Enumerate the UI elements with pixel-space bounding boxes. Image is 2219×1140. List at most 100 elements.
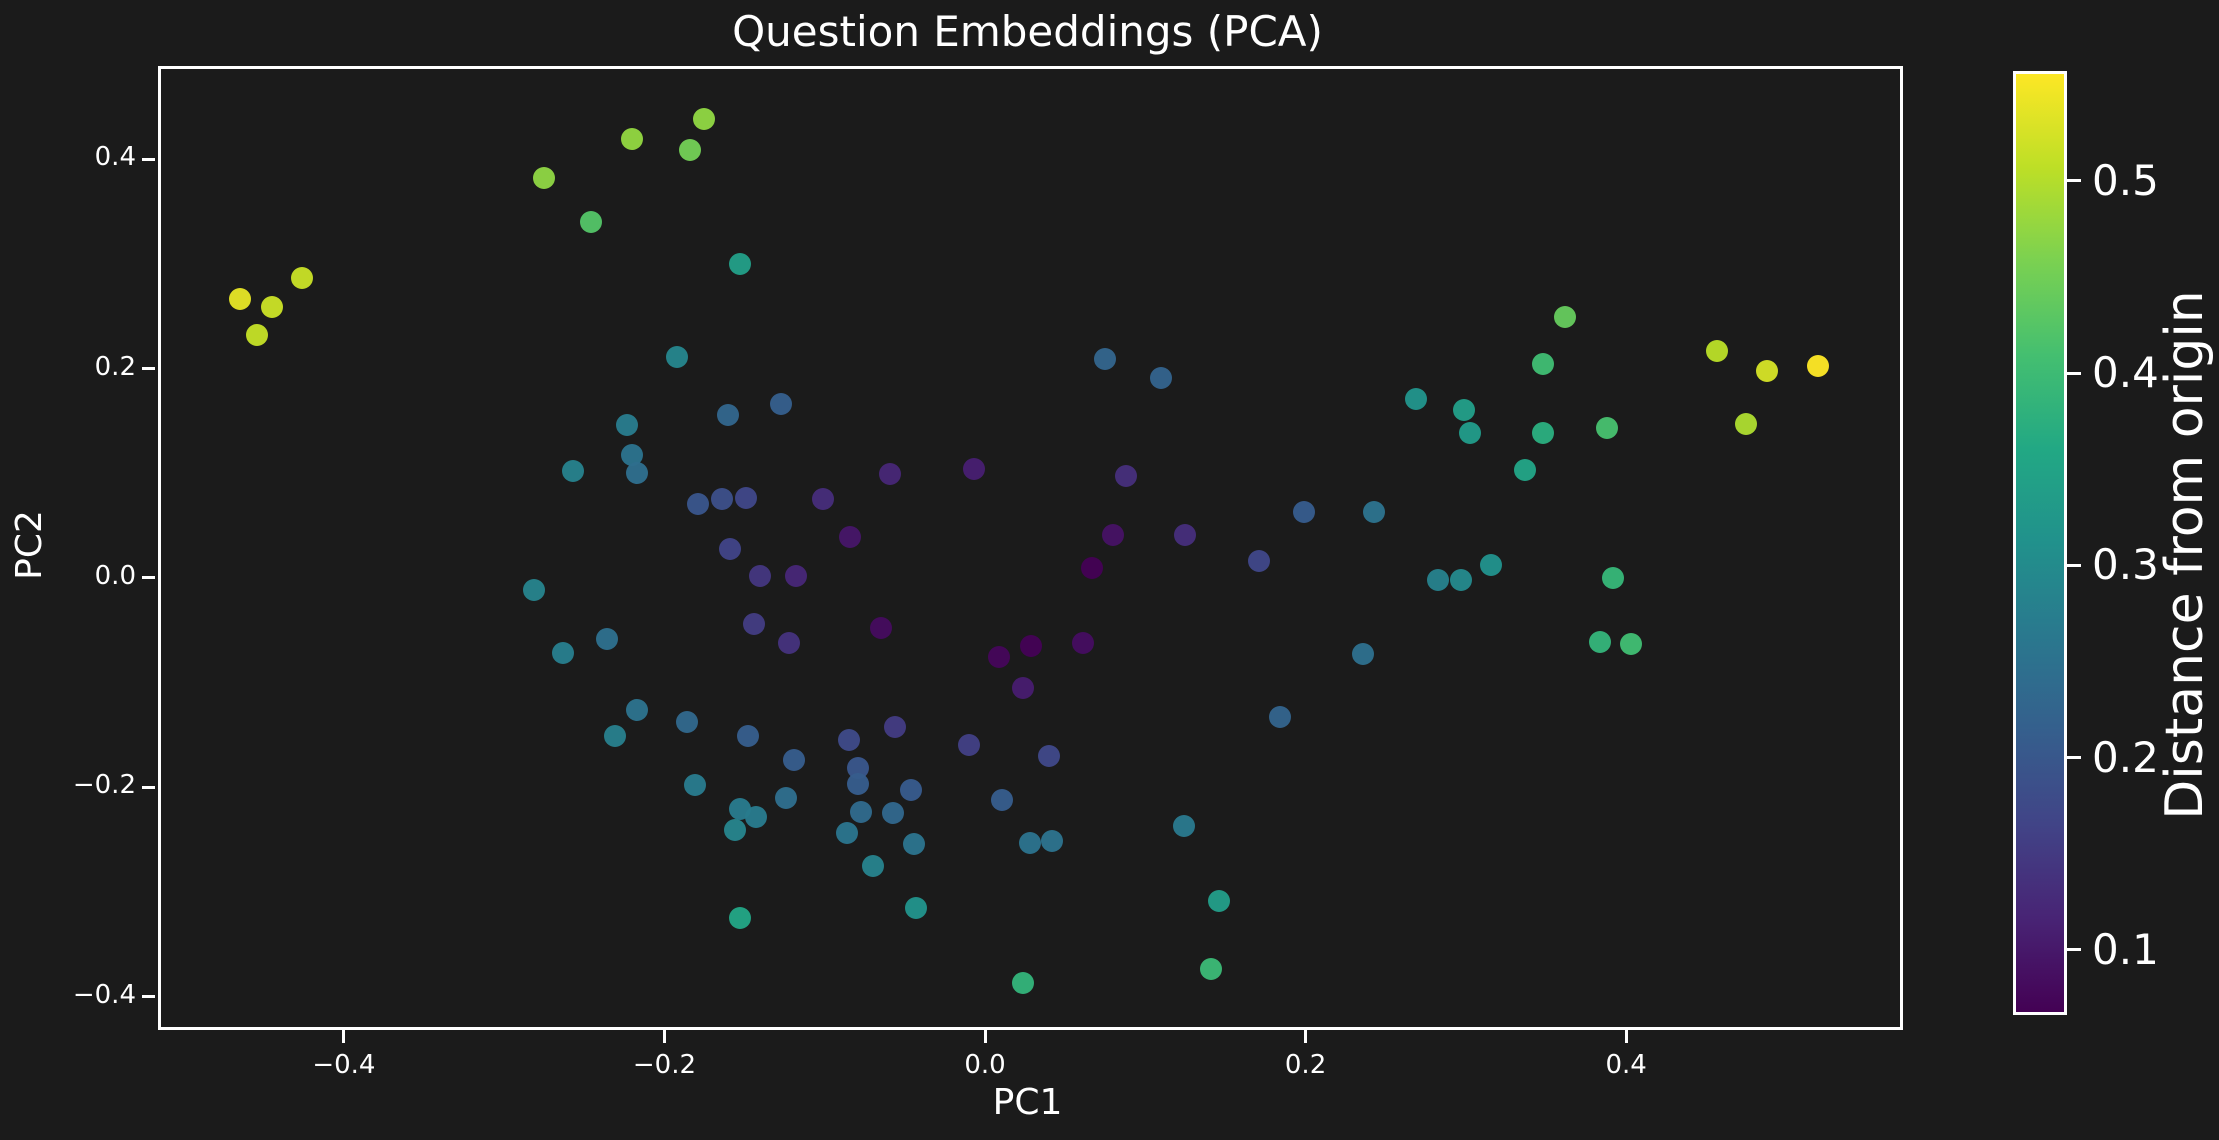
scatter-point xyxy=(1735,412,1758,435)
tick-mark xyxy=(1624,1030,1628,1043)
scatter-point xyxy=(1041,829,1064,852)
scatter-point xyxy=(1071,631,1094,654)
scatter-point xyxy=(839,526,862,548)
scatter-point xyxy=(1427,568,1450,591)
scatter-point xyxy=(778,631,801,654)
scatter-point xyxy=(1531,353,1554,376)
scatter-point xyxy=(260,295,283,318)
scatter-point xyxy=(1150,366,1173,389)
scatter-point xyxy=(246,323,269,346)
scatter-point xyxy=(693,108,716,131)
x-tick-label: −0.2 xyxy=(632,1050,697,1080)
tick-mark xyxy=(2067,948,2081,952)
scatter-point xyxy=(735,487,757,510)
tick-mark xyxy=(983,1030,987,1043)
scatter-point xyxy=(1589,630,1612,653)
scatter-point xyxy=(1292,500,1315,523)
scatter-point xyxy=(1081,557,1104,580)
tick-mark xyxy=(2067,179,2081,183)
colorbar xyxy=(2013,71,2067,1015)
scatter-point xyxy=(1480,554,1503,577)
scatter-point xyxy=(728,907,751,930)
x-tick-label: 0.2 xyxy=(1284,1050,1327,1080)
scatter-point xyxy=(621,128,644,151)
scatter-point xyxy=(811,488,834,511)
scatter-point xyxy=(595,627,618,650)
tick-mark xyxy=(1304,1030,1308,1043)
scatter-point xyxy=(957,734,980,757)
scatter-point xyxy=(1459,422,1482,445)
scatter-point xyxy=(723,819,746,842)
plot-area xyxy=(158,66,1903,1030)
scatter-point xyxy=(1102,523,1125,546)
scatter-point xyxy=(579,210,602,233)
scatter-point xyxy=(850,801,873,824)
scatter-point xyxy=(1018,831,1041,854)
colorbar-tick-label: 0.4 xyxy=(2092,348,2159,398)
scatter-point xyxy=(1207,890,1230,913)
scatter-point xyxy=(717,403,740,426)
scatter-point xyxy=(1020,634,1043,657)
scatter-point xyxy=(837,729,860,752)
scatter-point xyxy=(775,786,798,809)
scatter-point xyxy=(1449,568,1472,591)
scatter-point xyxy=(1602,566,1625,589)
scatter-point xyxy=(1094,348,1117,371)
scatter-point xyxy=(783,749,806,772)
y-tick-label: 0.4 xyxy=(94,142,136,173)
x-tick-label: 0.0 xyxy=(964,1050,1006,1080)
scatter-point xyxy=(603,724,626,747)
colorbar-tick-label: 0.2 xyxy=(2092,732,2159,782)
y-axis-label: PC2 xyxy=(9,510,50,580)
colorbar-tick-label: 0.3 xyxy=(2092,540,2159,590)
y-tick-label: −0.2 xyxy=(72,770,136,801)
scatter-point xyxy=(1352,643,1375,666)
scatter-point xyxy=(784,564,807,587)
scatter-point xyxy=(1807,355,1830,378)
scatter-point xyxy=(1619,632,1642,655)
scatter-point xyxy=(882,802,905,825)
scatter-point xyxy=(1012,676,1035,699)
colorbar-tick-label: 0.1 xyxy=(2092,924,2159,974)
tick-mark xyxy=(2067,756,2081,760)
tick-mark xyxy=(142,576,155,580)
scatter-point xyxy=(228,288,251,311)
scatter-point xyxy=(1268,706,1291,729)
tick-mark xyxy=(142,157,155,161)
scatter-point xyxy=(1453,399,1476,422)
scatter-point xyxy=(533,166,556,189)
scatter-point xyxy=(1172,814,1195,837)
scatter-point xyxy=(736,724,759,747)
scatter-point xyxy=(1531,422,1554,445)
tick-mark xyxy=(142,785,155,789)
scatter-point xyxy=(1755,359,1778,382)
scatter-points-layer xyxy=(161,69,1900,1027)
y-tick-label: 0.2 xyxy=(94,351,136,382)
scatter-point xyxy=(884,715,907,738)
colorbar-tick-label: 0.5 xyxy=(2092,155,2159,205)
y-tick-label: 0.0 xyxy=(94,560,136,591)
scatter-point xyxy=(962,457,985,480)
scatter-point xyxy=(1012,972,1035,995)
scatter-point xyxy=(1706,339,1729,362)
scatter-point xyxy=(1513,458,1536,481)
tick-mark xyxy=(2067,371,2081,375)
scatter-point xyxy=(621,444,644,467)
scatter-point xyxy=(552,642,575,665)
x-axis-label: PC1 xyxy=(992,1082,1063,1123)
scatter-point xyxy=(686,492,709,515)
scatter-point xyxy=(291,267,314,290)
scatter-point xyxy=(770,393,793,416)
scatter-point xyxy=(1595,417,1618,440)
scatter-point xyxy=(904,896,927,919)
scatter-point xyxy=(847,773,870,796)
x-tick-label: 0.4 xyxy=(1605,1050,1647,1080)
scatter-point xyxy=(749,564,772,587)
scatter-point xyxy=(1174,523,1197,546)
chart-title: Question Embeddings (PCA) xyxy=(732,7,1323,56)
scatter-point xyxy=(988,646,1011,669)
scatter-point xyxy=(835,822,858,845)
colorbar-label: Distance from origin xyxy=(2155,290,2215,820)
scatter-point xyxy=(903,832,926,855)
